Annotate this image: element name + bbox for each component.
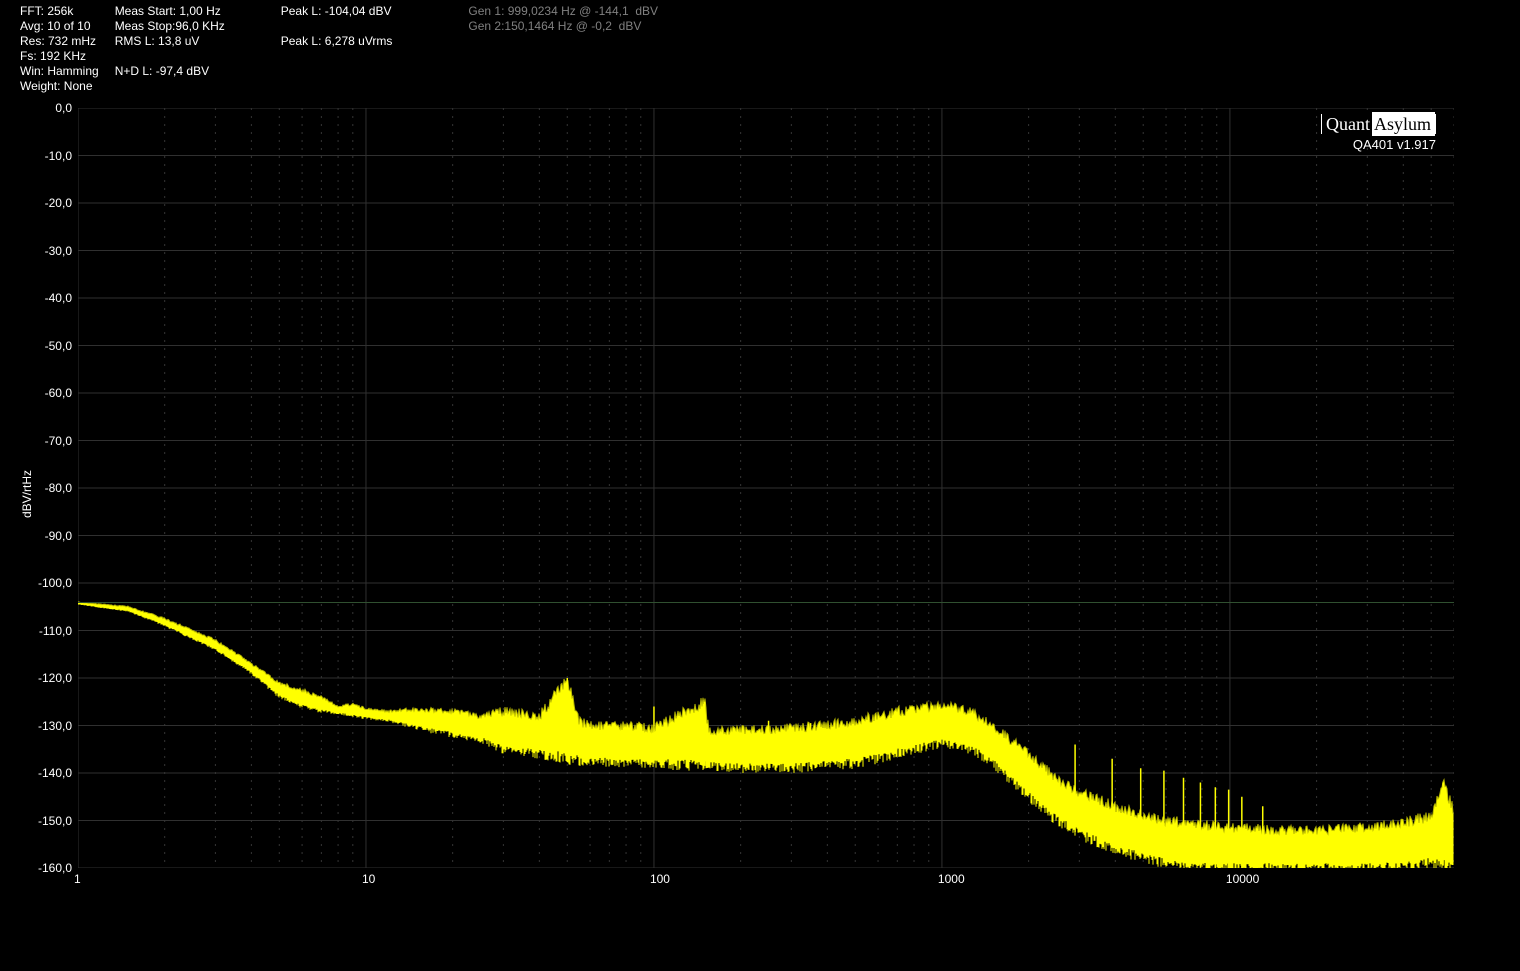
meas-start-label: Meas Start: 1,00 Hz (115, 4, 225, 19)
spectrum-plot-svg (78, 108, 1454, 868)
spectrum-trace (78, 602, 1453, 868)
meas-stop-label: Meas Stop:96,0 KHz (115, 19, 225, 34)
y-tick-label: -30,0 (30, 244, 72, 258)
x-tick-label: 1000 (938, 872, 965, 886)
y-tick-label: -150,0 (30, 814, 72, 828)
y-tick-label: -10,0 (30, 149, 72, 163)
win-label: Win: Hamming (20, 64, 99, 79)
rms-l-label: RMS L: 13,8 uV (115, 34, 225, 49)
nd-l-label: N+D L: -97,4 dBV (115, 64, 225, 79)
gen2-label: Gen 2:150,1464 Hz @ -0,2 dBV (468, 19, 658, 34)
model-version-label: QA401 v1.917 (1321, 137, 1436, 152)
y-tick-label: -110,0 (30, 624, 72, 638)
y-tick-label: -120,0 (30, 671, 72, 685)
weight-label: Weight: None (20, 79, 99, 94)
blank-1 (115, 49, 225, 64)
y-tick-label: -130,0 (30, 719, 72, 733)
blank-2 (281, 19, 393, 34)
y-tick-label: -80,0 (30, 481, 72, 495)
brand-badge-left: Quant (1322, 112, 1372, 136)
x-tick-label: 1 (74, 872, 81, 886)
gen1-label: Gen 1: 999,0234 Hz @ -144,1 dBV (468, 4, 658, 19)
y-tick-label: -90,0 (30, 529, 72, 543)
x-tick-label: 10000 (1226, 872, 1259, 886)
fft-size-label: FFT: 256k (20, 4, 99, 19)
y-tick-label: -40,0 (30, 291, 72, 305)
x-tick-label: 100 (650, 872, 670, 886)
header-col-1: FFT: 256k Avg: 10 of 10 Res: 732 mHz Fs:… (20, 4, 99, 94)
peak-l-uvrms-label: Peak L: 6,278 uVrms (281, 34, 393, 49)
spectrum-plot[interactable]: QuantAsylum QA401 v1.917 (78, 108, 1454, 868)
y-tick-label: -100,0 (30, 576, 72, 590)
header-col-3: Peak L: -104,04 dBV Peak L: 6,278 uVrms (281, 4, 393, 94)
peak-l-dbv-label: Peak L: -104,04 dBV (281, 4, 393, 19)
header-readouts: FFT: 256k Avg: 10 of 10 Res: 732 mHz Fs:… (20, 4, 674, 94)
header-col-4: Gen 1: 999,0234 Hz @ -144,1 dBV Gen 2:15… (468, 4, 658, 94)
y-tick-label: -20,0 (30, 196, 72, 210)
brand-badge: QuantAsylum QA401 v1.917 (1321, 114, 1436, 152)
brand-badge-box: QuantAsylum (1321, 114, 1436, 134)
brand-badge-right: Asylum (1372, 112, 1435, 136)
res-label: Res: 732 mHz (20, 34, 99, 49)
avg-label: Avg: 10 of 10 (20, 19, 99, 34)
y-tick-label: -160,0 (30, 861, 72, 875)
y-tick-label: -50,0 (30, 339, 72, 353)
y-tick-label: -70,0 (30, 434, 72, 448)
peak-marker-line (78, 602, 1454, 603)
fs-label: Fs: 192 KHz (20, 49, 99, 64)
x-tick-label: 10 (362, 872, 375, 886)
header-col-2: Meas Start: 1,00 Hz Meas Stop:96,0 KHz R… (115, 4, 225, 94)
y-tick-label: -140,0 (30, 766, 72, 780)
y-tick-label: 0,0 (30, 101, 72, 115)
y-tick-label: -60,0 (30, 386, 72, 400)
